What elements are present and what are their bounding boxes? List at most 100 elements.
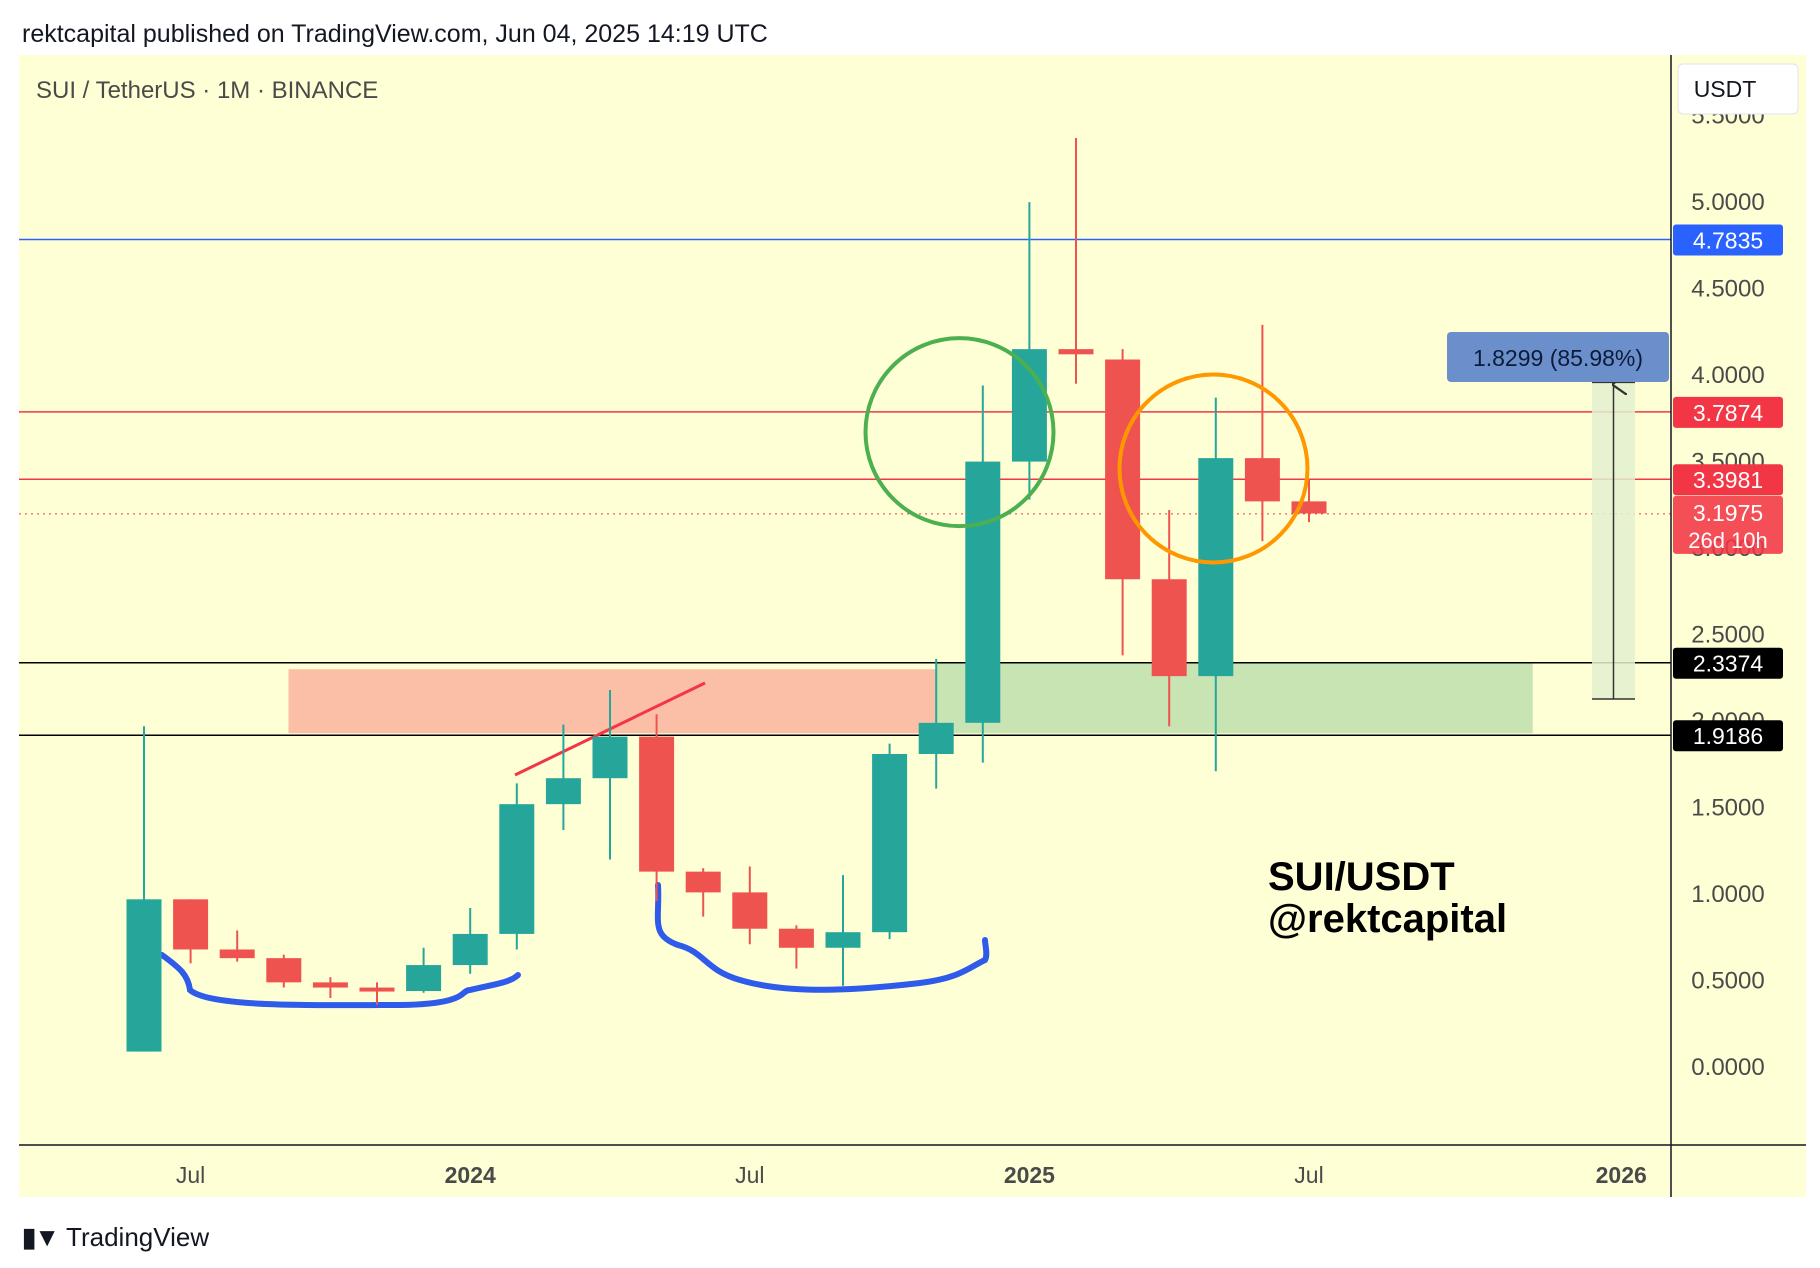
candle-body	[452, 933, 488, 966]
candle-body	[1105, 359, 1141, 580]
price-label-2.3374: 2.3374	[1673, 647, 1783, 679]
price-label-4.7835: 4.7835	[1673, 224, 1783, 256]
chart-title: SUI / TetherUS · 1M · BINANCE	[36, 77, 378, 104]
price-label-bg	[1673, 647, 1783, 679]
support-zone	[936, 662, 1533, 734]
measure-label[interactable]: 1.8299 (85.98%)	[1447, 332, 1669, 382]
candle-body	[1058, 349, 1094, 355]
price-label-bg	[1673, 720, 1783, 752]
measure-label-text: 1.8299 (85.98%)	[1473, 345, 1643, 371]
candle-2023-12[interactable]	[452, 907, 488, 974]
candle-body	[778, 928, 814, 948]
candle-2025-03[interactable]	[1151, 510, 1187, 727]
y-tick-label: 1.0000	[1691, 881, 1764, 908]
candle-2023-05[interactable]	[126, 726, 162, 1052]
x-tick-label: Jul	[735, 1162, 764, 1188]
x-axis-panel	[19, 1145, 1806, 1197]
currency-button[interactable]: USDT	[1677, 63, 1799, 115]
tradingview-brand: TradingView	[66, 1222, 210, 1252]
candle-body	[1011, 349, 1047, 462]
candle-2023-10[interactable]	[359, 982, 395, 1005]
price-label-text: 3.3981	[1693, 467, 1763, 493]
price-label-text: 4.7835	[1693, 228, 1763, 254]
watermark-line-1: SUI/USDT	[1268, 855, 1455, 899]
candle-2023-11[interactable]	[406, 947, 442, 993]
tradingview-logo-icon: ▮▼	[22, 1222, 60, 1252]
price-label-1.9186: 1.9186	[1673, 720, 1783, 752]
price-label-text: 2.3374	[1693, 651, 1764, 677]
candle-body	[173, 899, 209, 950]
tradingview-logo[interactable]: ▮▼ TradingView	[22, 1222, 209, 1253]
candle-body	[359, 987, 395, 992]
candle-2024-10[interactable]	[918, 658, 954, 789]
candle-body	[545, 778, 581, 805]
price-label-bg	[1673, 464, 1783, 496]
candle-2023-08[interactable]	[266, 954, 302, 988]
candle-2025-02[interactable]	[1105, 349, 1141, 656]
current-price-label-bg	[1673, 495, 1783, 554]
rounding-bottom-curve-2	[654, 882, 990, 993]
candle-body	[825, 932, 861, 948]
y-tick-label: 0.5000	[1691, 968, 1764, 995]
price-label-3.3981: 3.3981	[1673, 464, 1783, 496]
candle-body	[219, 949, 255, 959]
candle-body	[685, 871, 721, 893]
rounding-bottom-curve-1	[159, 952, 521, 1009]
resistance-zone	[288, 669, 937, 734]
candle-body	[592, 736, 628, 779]
candle-2024-11[interactable]	[965, 385, 1001, 763]
candle-body	[499, 804, 535, 934]
y-tick-label: 4.0000	[1691, 362, 1764, 389]
y-tick-label: 2.5000	[1691, 622, 1764, 649]
candle-body	[1198, 458, 1234, 677]
candle-2023-09[interactable]	[312, 977, 348, 998]
y-tick-label: 1.5000	[1691, 795, 1764, 822]
x-tick-label: Jul	[176, 1162, 205, 1188]
price-label-bg	[1673, 396, 1783, 428]
candle-2024-08[interactable]	[825, 875, 861, 986]
candle-2024-05[interactable]	[685, 868, 721, 917]
candle-2024-07[interactable]	[778, 925, 814, 969]
y-tick-label: 4.5000	[1691, 276, 1764, 303]
watermark-line-2: @rektcapital	[1268, 897, 1507, 941]
price-label-text: 3.7874	[1693, 400, 1764, 426]
candle-body	[965, 461, 1001, 723]
currency-label: USDT	[1694, 76, 1757, 102]
candle-2025-05[interactable]	[1244, 324, 1280, 542]
candle-body	[266, 958, 302, 983]
y-tick-label: 5.0000	[1691, 189, 1764, 216]
y-tick-label: 0.0000	[1691, 1054, 1764, 1081]
candle-body	[872, 753, 908, 933]
candle-2024-02[interactable]	[545, 724, 581, 831]
x-tick-label: 2026	[1596, 1162, 1647, 1188]
highlight-circle-2	[1117, 372, 1310, 565]
x-tick-label: Jul	[1294, 1162, 1323, 1188]
candle-2024-01[interactable]	[499, 783, 535, 950]
candle-body	[639, 736, 675, 872]
x-tick-label: 2025	[1004, 1162, 1055, 1188]
candle-body	[732, 892, 768, 929]
candle-countdown-text: 26d 10h	[1688, 528, 1768, 553]
candle-body	[918, 722, 954, 754]
candle-body	[406, 965, 442, 992]
candle-2024-04[interactable]	[639, 714, 675, 902]
candle-body	[1244, 458, 1280, 502]
publish-header: rektcapital published on TradingView.com…	[22, 20, 768, 48]
candle-2025-04[interactable]	[1198, 397, 1234, 772]
current-price-text: 3.1975	[1693, 500, 1763, 526]
candle-body	[126, 899, 162, 1052]
price-label-3.7874: 3.7874	[1673, 396, 1783, 428]
candle-2024-06[interactable]	[732, 866, 768, 945]
candle-2023-06[interactable]	[173, 899, 209, 964]
candle-2023-07[interactable]	[219, 930, 255, 962]
price-label-bg	[1673, 224, 1783, 256]
candle-body	[312, 982, 348, 988]
highlight-circle-1	[863, 336, 1056, 529]
candle-2025-01[interactable]	[1058, 138, 1094, 384]
measure-label-bg	[1447, 332, 1669, 382]
candle-2024-09[interactable]	[872, 743, 908, 940]
candle-2024-03[interactable]	[592, 689, 628, 860]
candle-body	[1151, 579, 1187, 677]
